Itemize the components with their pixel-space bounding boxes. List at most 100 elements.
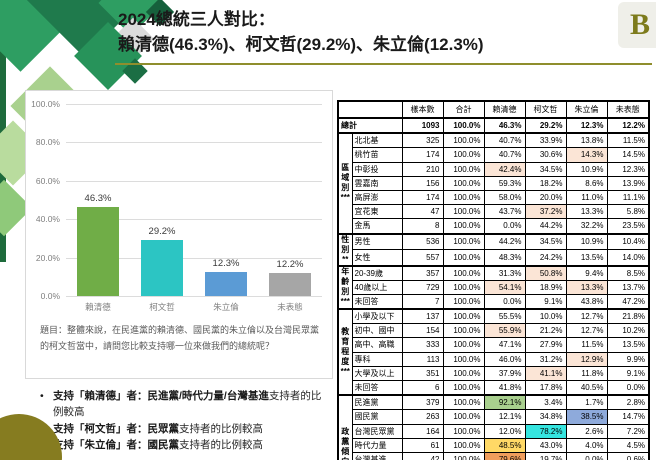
column-header: 賴清德 [483, 100, 526, 119]
value-cell: 23.5% [606, 218, 650, 234]
value-cell: 13.3% [565, 279, 608, 295]
table-row: 金馬 8 100.0% 0.0% 44.2% 32.2% 23.5% [338, 218, 650, 234]
value-cell: 33.9% [524, 132, 567, 149]
value-cell: 100.0% [442, 451, 485, 460]
row-label: 台灣民眾黨 [351, 423, 403, 439]
value-cell: 34.5% [524, 161, 567, 177]
group-label: 性別 ** [337, 232, 353, 266]
title-divider [115, 63, 652, 65]
value-cell: 13.3% [565, 204, 608, 220]
table-row: 國民黨 263 100.0% 12.1% 34.8% 38.5% 14.7% [338, 409, 650, 425]
value-cell: 100.0% [442, 132, 485, 149]
bar-value-label: 12.2% [276, 258, 304, 270]
value-cell: 100.0% [442, 365, 485, 382]
value-cell: 9.1% [524, 293, 567, 310]
value-cell: 379 [401, 394, 444, 411]
value-cell: 7.2% [606, 423, 650, 439]
value-cell: 100.0% [442, 423, 485, 439]
row-label: 雲嘉南 [351, 175, 403, 191]
table-row: 大學及以上 351 100.0% 37.9% 41.1% 11.8% 9.1% [338, 365, 650, 382]
table-row: 女性 557 100.0% 48.3% 24.2% 13.5% 14.0% [338, 249, 650, 266]
value-cell: 9.9% [606, 351, 650, 367]
value-cell: 6 [401, 380, 444, 396]
value-cell: 30.6% [524, 147, 567, 163]
row-label: 民進黨 [351, 394, 403, 411]
table-row: 高屏澎 174 100.0% 58.0% 20.0% 11.0% 11.1% [338, 189, 650, 206]
table-row: 宜花東 47 100.0% 43.7% 37.2% 13.3% 5.8% [338, 204, 650, 220]
value-cell: 210 [401, 161, 444, 177]
value-cell: 10.9% [565, 161, 608, 177]
finding-item: 支持「柯文哲」者：民眾黨支持者的比例較高 [40, 422, 326, 438]
value-cell: 9.4% [565, 264, 608, 281]
value-cell: 46.0% [483, 351, 526, 367]
value-cell: 34.8% [524, 409, 567, 425]
value-cell: 42 [401, 451, 444, 460]
value-cell: 0.0% [565, 451, 608, 460]
row-label: 小學及以下 [351, 308, 403, 325]
bar-value-label: 12.3% [212, 258, 240, 270]
value-cell: 18.9% [524, 279, 567, 295]
table-row: 桃竹苗 174 100.0% 40.7% 30.6% 14.3% 14.5% [338, 147, 650, 163]
value-cell: 44.2% [483, 232, 526, 250]
bar-柯文哲 [141, 239, 183, 296]
bar-chart-plot: 46.3% 29.2% 12.3% 12.2% [66, 104, 322, 297]
value-cell: 7 [401, 293, 444, 310]
row-label: 專科 [351, 351, 403, 367]
value-cell: 100.0% [442, 394, 485, 411]
value-cell: 42.4% [483, 161, 526, 177]
value-cell: 8 [401, 218, 444, 234]
value-cell: 10.9% [565, 232, 608, 250]
value-cell: 13.5% [565, 249, 608, 266]
finding-rest: 支持者的比例較高 [179, 439, 263, 452]
x-axis-label: 未表態 [277, 302, 303, 312]
header-empty-cell [337, 100, 403, 119]
value-cell: 12.0% [483, 423, 526, 439]
gridline [66, 104, 322, 105]
group-label: 政黨傾向 *** [337, 394, 353, 460]
bar-value-label: 29.2% [148, 225, 176, 237]
value-cell: 174 [401, 189, 444, 206]
value-cell: 10.2% [606, 323, 650, 339]
value-cell: 729 [401, 279, 444, 295]
value-cell: 12.7% [565, 308, 608, 325]
group-label: 教育程度 *** [337, 308, 353, 396]
value-cell: 100.0% [442, 175, 485, 191]
x-axis-label: 賴清德 [85, 302, 111, 312]
value-cell: 100.0% [442, 409, 485, 425]
finding-item: 支持「賴清德」者：民進黨/時代力量/台灣基進支持者的比例較高 [40, 389, 326, 421]
survey-question: 題目：整體來說，在民進黨的賴清德、國民黨的朱立倫以及台灣民眾黨的柯文哲當中，請問… [40, 325, 320, 351]
page-title: 2024總統三人對比： 賴清德(46.3%)、柯文哲(29.2%)、朱立倫(12… [118, 8, 638, 57]
logo-letter: B [629, 8, 650, 41]
finding-bold: 支持「柯文哲」者：民眾黨 [53, 422, 179, 435]
value-cell: 1.7% [565, 394, 608, 411]
table-row: 台灣民眾黨 164 100.0% 12.0% 78.2% 2.6% 7.2% [338, 423, 650, 439]
row-label: 北北基 [351, 132, 403, 149]
value-cell: 100.0% [442, 264, 485, 281]
value-cell: 12.1% [483, 409, 526, 425]
row-label: 高中、高職 [351, 337, 403, 353]
value-cell: 154 [401, 323, 444, 339]
value-cell: 357 [401, 264, 444, 281]
column-header: 未表態 [606, 100, 650, 119]
value-cell: 40.7% [483, 132, 526, 149]
table-body: 總計 1093 100.0% 46.3% 29.2% 12.3% 12.2% 區域別 *** 北… [337, 117, 650, 460]
table-row: 40歲以上 729 100.0% 54.1% 18.9% 13.3% 13.7% [338, 279, 650, 295]
value-cell: 79.6% [483, 451, 526, 460]
value-cell: 55.9% [483, 323, 526, 339]
value-cell: 100.0% [442, 189, 485, 206]
value-cell: 11.1% [606, 189, 650, 206]
value-cell: 14.7% [606, 409, 650, 425]
value-cell: 41.8% [483, 380, 526, 396]
group-label: 年齡別 *** [337, 264, 353, 310]
value-cell: 19.7% [524, 451, 567, 460]
value-cell: 24.2% [524, 249, 567, 266]
table-row: 未回答 7 100.0% 0.0% 9.1% 43.8% 47.2% [338, 293, 650, 310]
row-label: 男性 [351, 232, 403, 250]
value-cell: 13.7% [606, 279, 650, 295]
row-label: 高屏澎 [351, 189, 403, 206]
table-header: 樣本數 合計 賴清德 柯文哲 朱立倫 未表態 [337, 100, 650, 119]
value-cell: 4.0% [565, 437, 608, 453]
value-cell: 12.3% [606, 161, 650, 177]
row-label: 中彰投 [351, 161, 403, 177]
